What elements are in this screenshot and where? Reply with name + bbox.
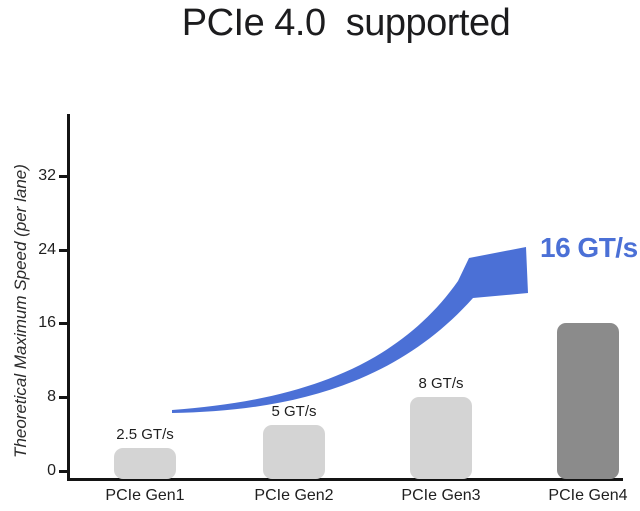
x-axis-category-label: PCIe Gen2 bbox=[254, 487, 334, 504]
bar-value-label: 8 GT/s bbox=[418, 375, 464, 393]
bar-pcie-gen3 bbox=[410, 397, 472, 479]
y-axis-line bbox=[67, 114, 70, 481]
y-tick-label: 24 bbox=[38, 240, 56, 258]
bar-pcie-gen1 bbox=[114, 447, 176, 479]
x-axis-category-label: PCIe Gen3 bbox=[401, 487, 481, 504]
y-tick-mark bbox=[59, 174, 68, 178]
chart-title: PCIe 4.0 supported bbox=[181, 2, 511, 44]
y-tick-mark bbox=[59, 248, 68, 252]
y-tick-label: 16 bbox=[38, 314, 56, 332]
gen4-speed-annotation: 16 GT/s bbox=[540, 232, 638, 263]
y-tick-mark bbox=[59, 396, 68, 400]
bar-value-label: 2.5 GT/s bbox=[116, 425, 174, 443]
bar-value-label: 5 GT/s bbox=[271, 402, 317, 420]
bar-pcie-gen2 bbox=[263, 424, 325, 479]
bar-pcie-gen4 bbox=[557, 323, 619, 479]
x-axis-category-label: PCIe Gen1 bbox=[105, 487, 185, 504]
x-axis-category-label: PCIe Gen4 bbox=[548, 487, 628, 504]
y-tick-label: 0 bbox=[47, 462, 56, 479]
y-tick-mark bbox=[59, 322, 68, 326]
x-axis-line bbox=[67, 478, 623, 481]
y-tick-label: 8 bbox=[47, 388, 56, 406]
y-tick-label: 32 bbox=[38, 166, 56, 184]
y-tick-mark bbox=[59, 470, 68, 473]
